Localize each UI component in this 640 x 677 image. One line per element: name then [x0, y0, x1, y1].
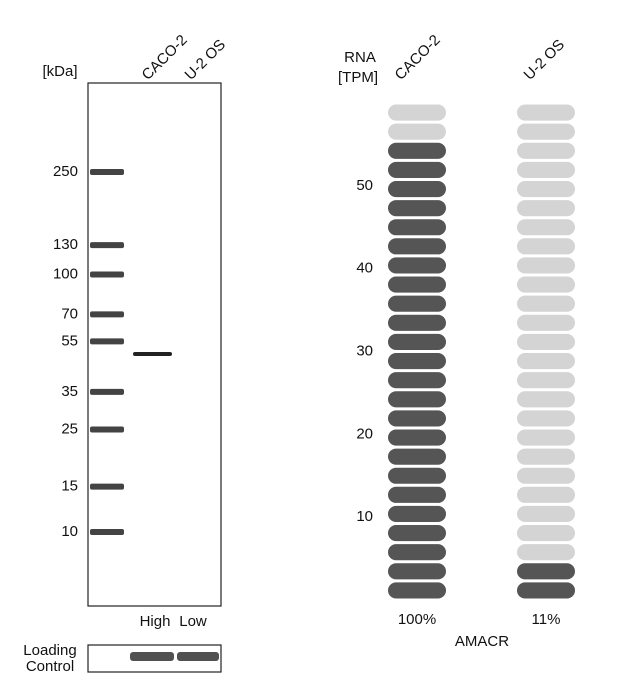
loading-label: Loading — [23, 642, 76, 659]
y-tick-label: 40 — [356, 260, 373, 277]
loading-label: Control — [26, 658, 74, 675]
ladder-band — [90, 311, 124, 318]
ladder-band — [90, 169, 124, 176]
ladder-band — [90, 242, 124, 249]
rna-pill — [388, 467, 446, 484]
rna-pill — [388, 544, 446, 561]
rna-pill — [388, 142, 446, 159]
marker-label: 35 — [61, 383, 78, 400]
rna-pill — [388, 295, 446, 312]
axis-label: RNA — [344, 49, 376, 66]
rna-pill — [517, 238, 575, 255]
rna-pill — [388, 563, 446, 580]
rna-pill — [388, 333, 446, 350]
rna-pill — [517, 104, 575, 121]
rna-pill — [388, 161, 446, 178]
rna-pill — [517, 410, 575, 427]
rna-pill — [388, 123, 446, 140]
y-tick-label: 10 — [356, 508, 373, 525]
ladder-band — [90, 426, 124, 433]
rna-pill — [388, 219, 446, 236]
rna-pill — [517, 314, 575, 331]
rna-pill — [517, 180, 575, 198]
blot-frame — [87, 82, 222, 607]
percent-label: 11% — [532, 611, 561, 628]
marker-label: 130 — [53, 236, 78, 253]
rna-pill — [517, 525, 575, 542]
rna-pill — [388, 429, 446, 446]
rna-pill — [388, 314, 446, 331]
loading-band — [130, 652, 174, 661]
marker-label: 55 — [61, 332, 78, 349]
rna-pill — [517, 429, 575, 446]
rna-pill — [517, 391, 575, 408]
rna-pill — [388, 525, 446, 542]
rna-pill — [388, 276, 446, 293]
rna-pill — [388, 582, 446, 599]
gene-label: AMACR — [455, 633, 509, 650]
rna-pill — [388, 180, 446, 198]
rna-pill — [388, 104, 446, 121]
rna-pill — [517, 161, 575, 178]
rna-pill — [388, 448, 446, 465]
marker-label: 15 — [61, 478, 78, 495]
rna-pill — [388, 257, 446, 274]
sample-label: CACO-2 — [392, 32, 444, 84]
ladder-band — [90, 388, 124, 395]
marker-label: 100 — [53, 265, 78, 282]
rna-pill — [388, 486, 446, 503]
lane-level: High — [140, 613, 171, 630]
ladder-band — [90, 529, 124, 535]
rna-pill — [388, 238, 446, 255]
sample-label: U-2 OS — [521, 36, 568, 83]
rna-pill — [517, 505, 575, 523]
rna-pill — [517, 142, 575, 159]
rna-pill — [517, 372, 575, 389]
y-tick-label: 30 — [356, 342, 373, 359]
rna-pill — [517, 563, 575, 580]
ladder-band — [90, 338, 124, 345]
rna-pill — [517, 276, 575, 293]
rna-pill — [517, 123, 575, 140]
ladder-band — [90, 483, 124, 490]
marker-label: 250 — [53, 163, 78, 180]
rna-pill — [517, 200, 575, 217]
percent-label: 100% — [398, 611, 436, 628]
ladder-band — [90, 271, 124, 278]
rna-pill — [517, 257, 575, 274]
marker-label: 10 — [61, 523, 78, 540]
rna-pill — [517, 295, 575, 312]
sample-band — [133, 352, 172, 356]
loading-band — [177, 652, 219, 661]
rna-pill — [388, 353, 446, 370]
y-tick-label: 20 — [356, 425, 373, 442]
rna-pill — [388, 391, 446, 408]
rna-pill — [517, 467, 575, 484]
lane-label: CACO-2 — [139, 32, 191, 84]
rna-pill — [517, 353, 575, 370]
rna-pill — [517, 544, 575, 561]
rna-pill — [517, 582, 575, 599]
rna-pill — [517, 486, 575, 503]
rna-pill — [388, 372, 446, 389]
rna-pill — [517, 333, 575, 350]
axis-label: [TPM] — [338, 69, 378, 86]
unit-label: [kDa] — [42, 63, 77, 80]
lane-level: Low — [179, 613, 207, 630]
rna-pill — [388, 200, 446, 217]
rna-pill — [517, 219, 575, 236]
rna-pill — [388, 505, 446, 523]
marker-label: 25 — [61, 420, 78, 437]
rna-pill — [517, 448, 575, 465]
marker-label: 70 — [61, 305, 78, 322]
rna-pill — [388, 410, 446, 427]
y-tick-label: 50 — [356, 177, 373, 194]
